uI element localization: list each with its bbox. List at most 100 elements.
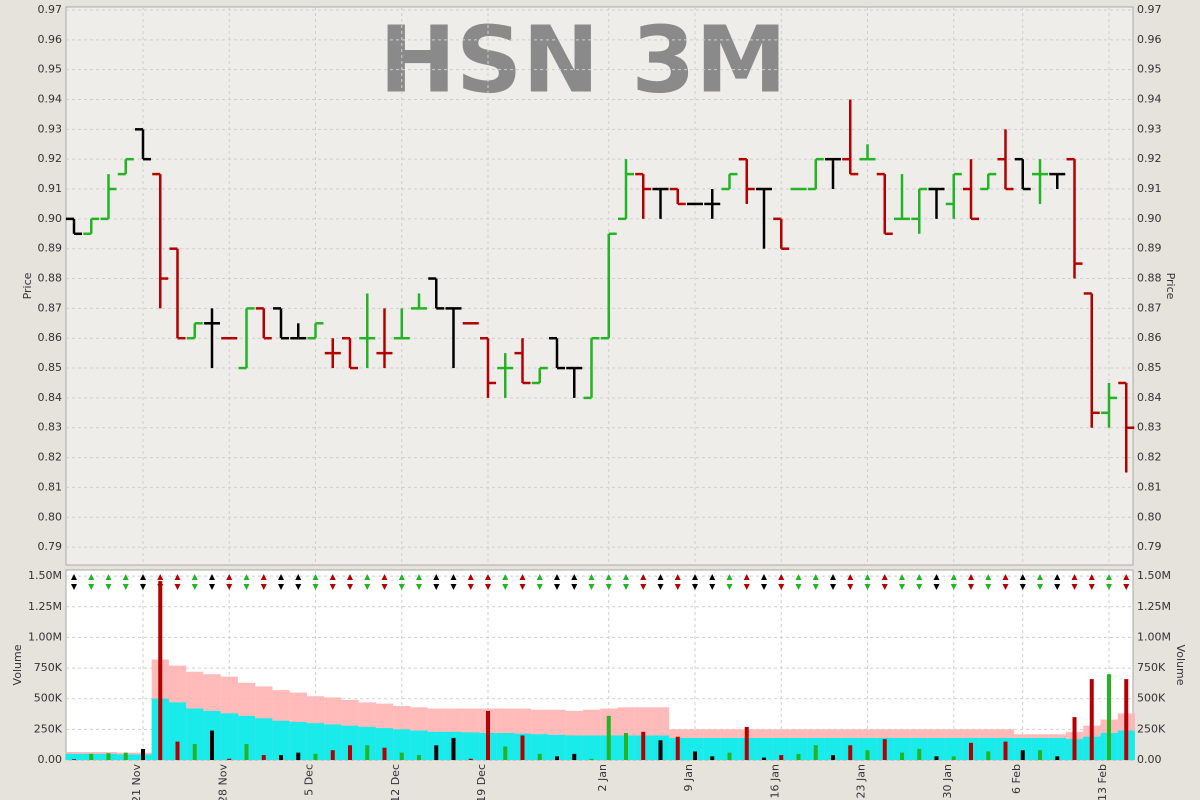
signal-arrow xyxy=(968,574,974,590)
volume-bar xyxy=(986,751,991,760)
signal-arrow xyxy=(916,574,923,590)
y-tick-label: 0.81 xyxy=(38,480,63,493)
signal-arrow xyxy=(743,574,750,590)
y-tick-label: 0.84 xyxy=(1137,391,1162,404)
y-tick-label: 0.84 xyxy=(38,391,63,404)
volume-average xyxy=(979,737,997,760)
volume-bar xyxy=(917,748,922,760)
signal-arrow xyxy=(692,574,698,590)
volume-average xyxy=(1014,737,1032,760)
volume-average xyxy=(720,737,739,760)
y-tick-label: 0.82 xyxy=(38,451,63,464)
volume-bar xyxy=(572,753,577,760)
volume-bar xyxy=(1089,679,1094,760)
signal-arrow xyxy=(502,574,509,590)
y-tick-label: 0.82 xyxy=(1137,451,1162,464)
y-tick-label: 500K xyxy=(34,692,63,705)
signal-arrow xyxy=(950,574,957,590)
signal-arrow xyxy=(347,574,353,590)
signal-arrow xyxy=(295,574,302,590)
signal-arrow xyxy=(157,574,164,590)
signal-arrow xyxy=(812,574,819,590)
y-tick-label: 0.93 xyxy=(1137,122,1162,135)
y-tick-label: 0.85 xyxy=(1137,361,1162,374)
volume-average xyxy=(220,713,238,760)
volume-bar xyxy=(900,752,904,760)
x-tick-label: 16 Jan xyxy=(768,764,781,798)
volume-bar xyxy=(693,751,697,760)
y-tick-label: 750K xyxy=(1137,661,1166,674)
y-tick-label: 0.87 xyxy=(1137,301,1162,314)
signal-arrow xyxy=(881,574,888,590)
signal-arrow xyxy=(1106,574,1112,590)
volume-bar xyxy=(1107,674,1111,760)
volume-bar xyxy=(589,758,594,760)
volume-average xyxy=(324,724,342,760)
y-tick-label: 0.94 xyxy=(1137,93,1162,106)
signal-arrow xyxy=(398,574,405,590)
volume-bar xyxy=(296,752,301,760)
volume-average xyxy=(306,723,325,760)
x-tick-label: 21 Nov xyxy=(130,764,143,800)
y-tick-label: 0.96 xyxy=(1137,33,1162,46)
volume-average xyxy=(565,735,583,760)
volume-bar xyxy=(348,745,352,760)
volume-average xyxy=(789,737,808,760)
volume-bar xyxy=(210,730,214,760)
y-tick-label: 0.95 xyxy=(1137,63,1162,76)
volume-average xyxy=(186,708,204,760)
volume-bar xyxy=(141,748,145,760)
signal-arrow xyxy=(761,574,767,590)
y-tick-label: 1.50M xyxy=(28,569,62,582)
volume-average xyxy=(548,734,566,760)
y-tick-label: 0.91 xyxy=(1137,182,1162,195)
signal-arrow xyxy=(640,574,647,590)
y-tick-label: 250K xyxy=(34,722,63,735)
volume-average xyxy=(255,718,273,760)
volume-bar xyxy=(848,745,853,760)
volume-bar xyxy=(417,755,421,760)
volume-bar xyxy=(434,745,439,760)
volume-bar xyxy=(451,737,456,760)
signal-arrow xyxy=(450,574,457,590)
volume-bar xyxy=(365,745,370,760)
y-tick-label: 1.25M xyxy=(1137,600,1171,613)
signal-arrow xyxy=(191,574,198,590)
y-tick-label: 0.89 xyxy=(38,242,63,255)
volume-bar xyxy=(779,755,784,760)
x-tick-label: 6 Feb xyxy=(1010,764,1023,794)
volume-bar xyxy=(744,726,749,760)
volume-average xyxy=(375,728,394,760)
signal-arrow xyxy=(933,574,940,590)
volume-bar xyxy=(1020,750,1025,760)
volume-bar xyxy=(710,756,715,760)
volume-average xyxy=(462,732,480,760)
y-tick-label: 0.97 xyxy=(38,3,63,16)
signal-arrow xyxy=(536,574,543,590)
signal-arrow xyxy=(278,574,284,590)
signal-arrow xyxy=(364,574,371,590)
volume-bar xyxy=(624,733,628,760)
signal-arrow xyxy=(381,574,388,590)
y-tick-label: 0.89 xyxy=(1137,242,1162,255)
y-tick-label: 1.00M xyxy=(28,630,62,643)
volume-bar xyxy=(486,710,490,760)
y-tick-label: 0.86 xyxy=(1137,331,1162,344)
signal-arrow xyxy=(1019,574,1026,590)
volume-bar xyxy=(1038,750,1042,760)
volume-bar xyxy=(1072,717,1077,760)
signal-arrow xyxy=(105,574,112,590)
volume-average xyxy=(772,737,790,760)
volume-bar xyxy=(537,753,542,760)
signal-arrow xyxy=(140,574,146,590)
y-tick-label: 0.92 xyxy=(1137,152,1162,165)
volume-bar xyxy=(89,753,94,760)
x-tick-label: 5 Dec xyxy=(303,764,316,796)
signal-arrow xyxy=(467,574,474,590)
signal-arrow xyxy=(243,574,250,590)
volume-average xyxy=(755,737,773,760)
y-tick-label: 250K xyxy=(1137,722,1166,735)
volume-average xyxy=(531,734,549,760)
signal-arrow xyxy=(709,574,716,590)
y-tick-label: 0.95 xyxy=(38,63,63,76)
